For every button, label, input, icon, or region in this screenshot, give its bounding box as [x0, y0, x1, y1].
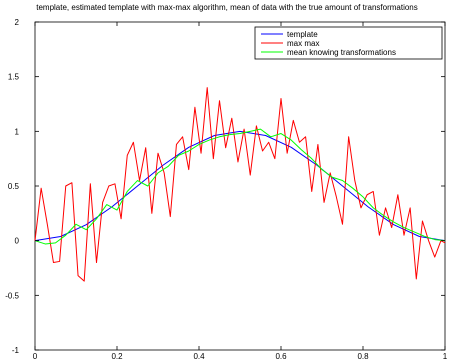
y-tick-label: -1 — [12, 346, 20, 355]
y-tick-label: 2 — [15, 18, 20, 27]
legend-entry: max max — [287, 39, 319, 48]
x-tick-label: 0 — [33, 352, 38, 361]
axes-box — [34, 21, 446, 351]
chart-title: template, estimated template with max-ma… — [36, 3, 418, 12]
legend-box — [254, 26, 443, 60]
x-tick-label: 0.6 — [275, 352, 287, 361]
y-tick-label: 1 — [15, 127, 20, 136]
x-tick-label: 0.2 — [111, 352, 123, 361]
plot-area — [34, 21, 446, 351]
legend-entry: template — [287, 30, 318, 39]
y-tick-label: 0.5 — [8, 182, 20, 191]
y-tick-label: -0.5 — [5, 291, 19, 300]
y-tick-label: 0 — [15, 237, 20, 246]
legend-entry: mean knowing transformations — [287, 48, 396, 57]
axis-ticks: 0 0.2 0.4 0.6 0.8 1 -1 -0.5 0 0.5 1 1.5 2 — [5, 18, 448, 361]
x-tick-label: 0.8 — [357, 352, 369, 361]
series-line-1 — [34, 87, 446, 282]
series-line-2 — [34, 128, 446, 245]
x-tick-label: 0.4 — [193, 352, 205, 361]
x-tick-label: 1 — [443, 352, 448, 361]
y-tick-label: 1.5 — [8, 73, 20, 82]
